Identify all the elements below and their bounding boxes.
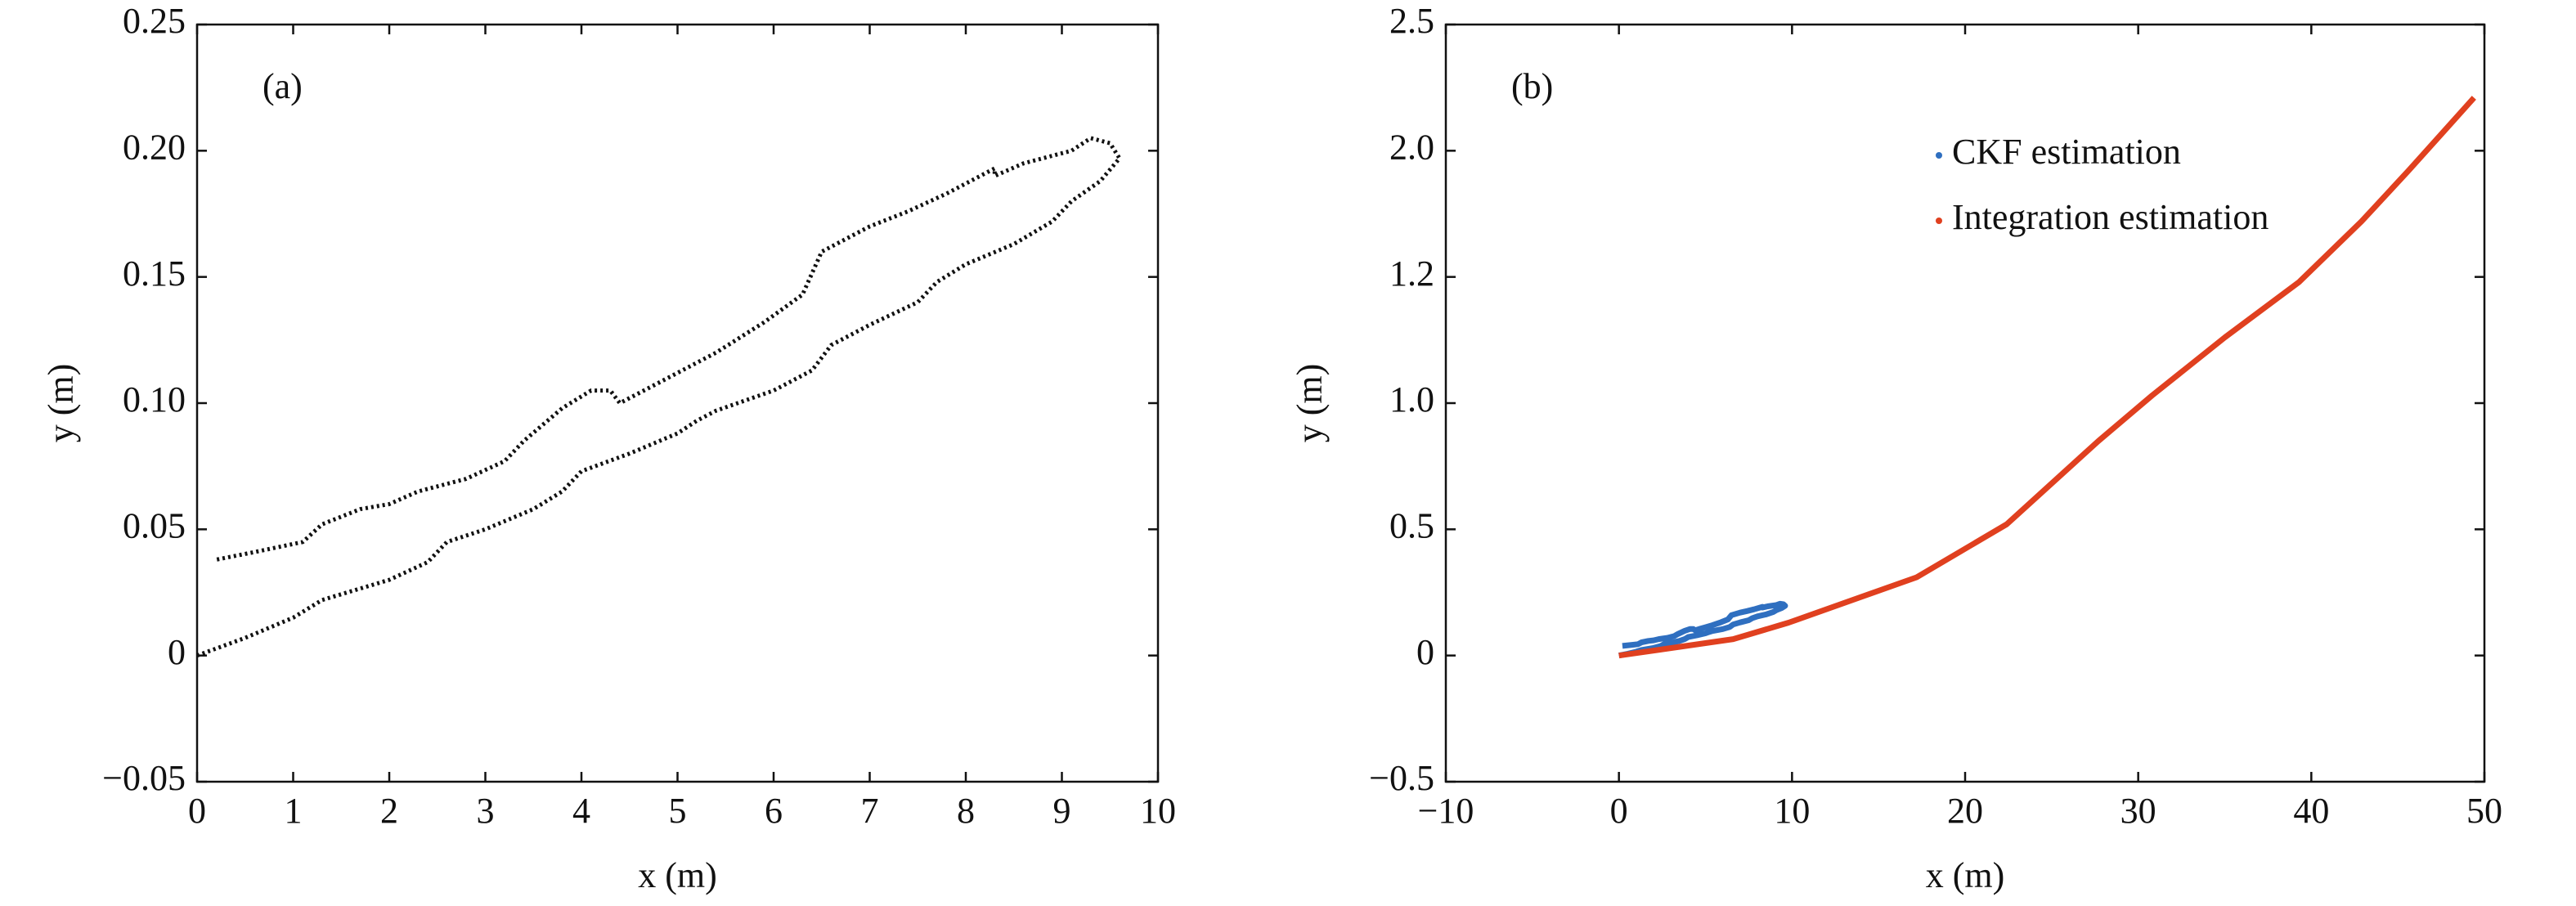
y-tick-label: 0.20 <box>123 127 186 167</box>
panel-label: (a) <box>263 66 303 106</box>
x-tick-label: 40 <box>2293 791 2329 831</box>
legend-label: Integration estimation <box>1952 197 2269 237</box>
y-tick-label: 0.15 <box>123 253 186 294</box>
legend-marker <box>1936 152 1942 159</box>
x-axis-label: x (m) <box>638 855 717 895</box>
y-tick-label: 0.05 <box>123 505 186 545</box>
y-axis-label: y (m) <box>41 364 81 443</box>
y-tick-label: −0.5 <box>1369 758 1434 798</box>
y-tick-label: 1.2 <box>1389 253 1434 294</box>
y-tick-label: 0.5 <box>1389 505 1434 545</box>
x-tick-label: 3 <box>477 791 495 831</box>
x-tick-label: 50 <box>2466 791 2502 831</box>
x-axis-label: x (m) <box>1926 855 2005 895</box>
y-tick-label: 0.25 <box>123 1 186 41</box>
y-tick-label: 2.0 <box>1389 127 1434 167</box>
x-tick-label: 6 <box>765 791 783 831</box>
legend-label: CKF estimation <box>1952 132 2181 172</box>
x-tick-label: −10 <box>1418 791 1474 831</box>
legend-marker <box>1936 218 1942 224</box>
data-line <box>196 136 1122 658</box>
x-tick-label: 5 <box>669 791 687 831</box>
x-tick-label: 0 <box>188 791 206 831</box>
x-tick-label: 0 <box>1610 791 1628 831</box>
x-tick-label: 20 <box>1947 791 1983 831</box>
x-tick-label: 1 <box>285 791 303 831</box>
y-tick-label: −0.05 <box>102 758 186 798</box>
x-tick-label: 9 <box>1053 791 1071 831</box>
y-axis-label: y (m) <box>1290 364 1330 443</box>
x-tick-label: 30 <box>2120 791 2156 831</box>
panel-label: (b) <box>1511 66 1553 106</box>
chart: 0 1 2 3 4 5 6 7 8 9 10−0.0500.050.100.150.200.25x … <box>41 1 1176 895</box>
y-tick-label: 0 <box>1416 632 1434 672</box>
x-tick-label: 8 <box>957 791 975 831</box>
y-tick-label: 0.10 <box>123 379 186 419</box>
plot-frame <box>195 23 1160 783</box>
chart: −10 0 10 20 30 40 50 −0.5 0 0.5 1.0 1.2 2.0 2.5 x (m) y… <box>1290 1 2502 895</box>
x-tick-label: 4 <box>572 791 590 831</box>
y-tick-label: 1.0 <box>1389 379 1434 419</box>
x-tick-label: 10 <box>1774 791 1810 831</box>
x-tick-label: 7 <box>861 791 879 831</box>
x-tick-label: 10 <box>1140 791 1176 831</box>
data-line <box>1618 96 2476 659</box>
data-line <box>1618 600 1788 659</box>
y-tick-label: 0 <box>168 632 186 672</box>
x-tick-label: 2 <box>380 791 398 831</box>
y-tick-label: 2.5 <box>1389 1 1434 41</box>
